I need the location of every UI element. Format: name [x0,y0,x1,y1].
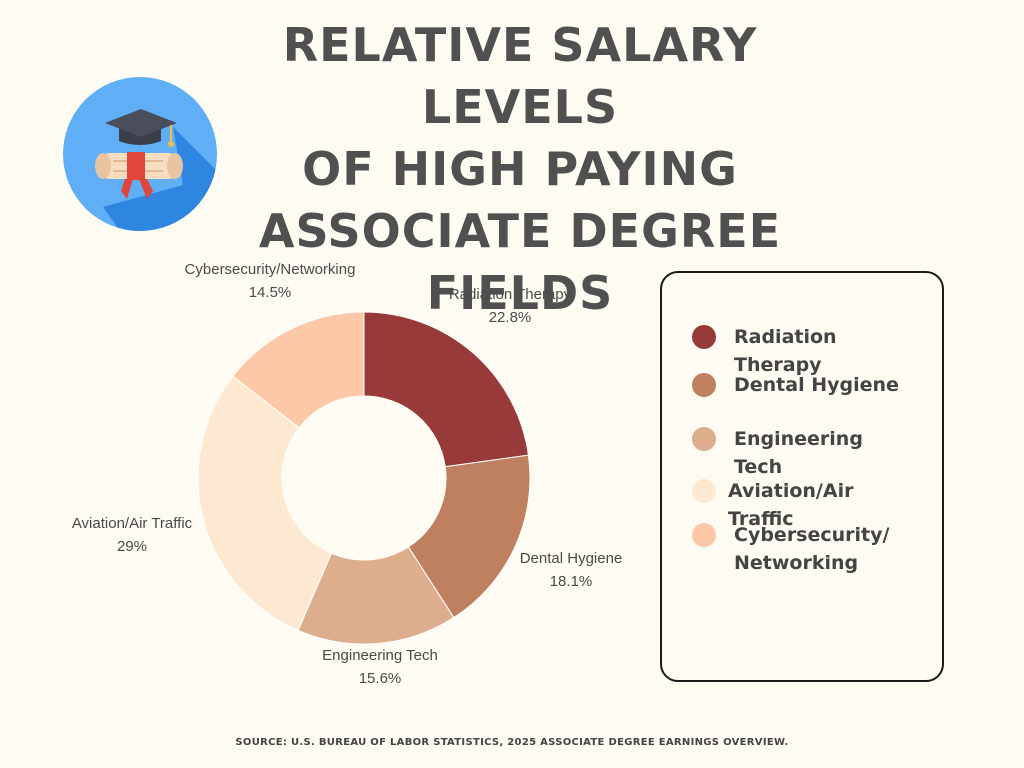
legend-label: Radiation Therapy [734,326,837,376]
chart-title: RELATIVE SALARY LEVELS OF HIGH PAYING AS… [180,14,860,324]
legend-item-radiation-therapy: Radiation Therapy [692,323,914,379]
source-note: SOURCE: U.S. BUREAU OF LABOR STATISTICS,… [235,737,789,748]
slice-value-label: 14.5% [249,284,292,301]
donut-chart: Radiation Therapy 22.8% Dental Hygiene 18.1… [72,261,623,687]
legend-swatch [692,523,716,547]
legend-swatch [692,373,716,397]
legend-swatch [692,479,716,503]
donut-hole [282,396,446,560]
slice-label: Engineering Tech [322,647,438,664]
title-line: FIELDS [426,266,614,320]
badge-shadow [103,127,217,231]
slice-value-label: 29% [117,538,147,555]
title-line: RELATIVE SALARY LEVELS [282,18,758,134]
slice-value-label: 18.1% [550,573,593,590]
legend-swatch [692,427,716,451]
slice-value-label: 15.6% [359,670,402,687]
chart-legend: Radiation Therapy Dental Hygiene Enginee… [660,271,944,682]
legend-label: Aviation/Air Traffic [728,480,854,530]
legend-label: Engineering Tech [734,428,863,478]
slice-label: Aviation/Air Traffic [72,515,193,532]
legend-label: Cybersecurity/ Networking [734,524,890,574]
mortarboard-icon [105,109,177,147]
legend-item-aviation-air-traffic: Aviation/Air Traffic [692,477,908,533]
legend-item-engineering-tech: Engineering Tech [692,425,914,481]
graduation-cap-diploma-icon [63,77,217,231]
legend-item-dental-hygiene: Dental Hygiene [692,371,914,399]
title-line: OF HIGH PAYING [302,142,738,196]
slice-value-label: 22.8% [489,309,532,326]
slice-label: Dental Hygiene [520,550,623,567]
title-line: ASSOCIATE DEGREE [258,204,782,258]
diploma-scroll-icon [95,152,183,199]
slice-label: Cybersecurity/Networking [185,261,356,278]
slice-label: Radiation Therapy [449,286,572,303]
legend-label: Dental Hygiene [734,374,899,396]
legend-item-cybersecurity-networking: Cybersecurity/ Networking [692,521,894,577]
legend-swatch [692,325,716,349]
